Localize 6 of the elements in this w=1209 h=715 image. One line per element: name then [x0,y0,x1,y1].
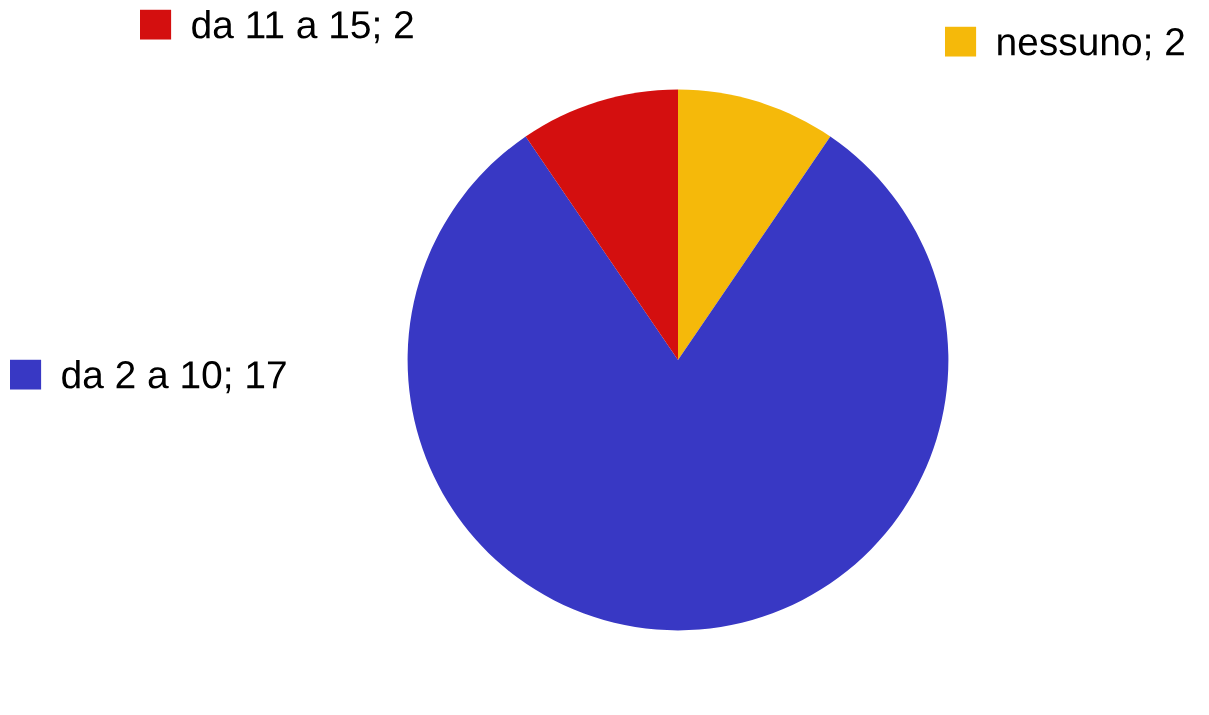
legend-label: nessuno; 2 [998,28,1184,61]
pie-slice [407,136,949,631]
legend-label: da 2 a 10; 17 [62,359,286,394]
legend-label: da 11 a 15; 2 [192,9,413,44]
pie-slice [525,89,678,360]
pie-slice [678,89,831,360]
